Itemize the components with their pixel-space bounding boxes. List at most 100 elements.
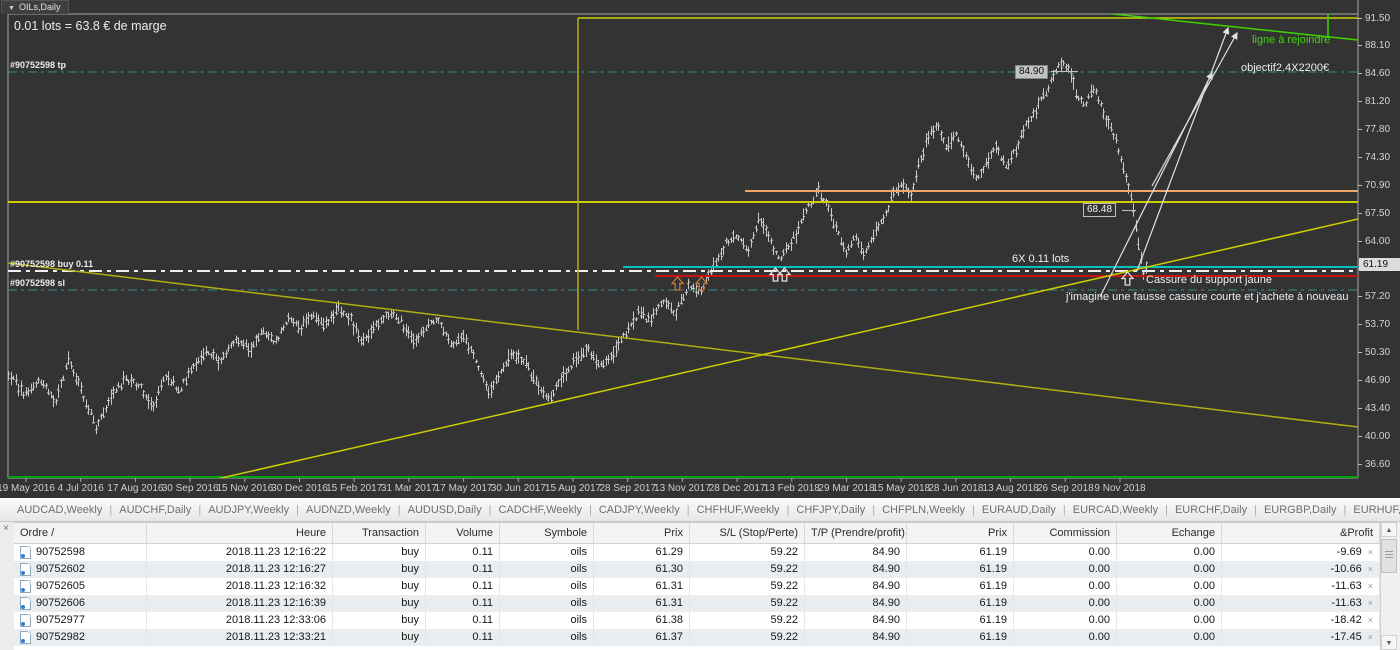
date-tick-label: 15 Nov 2016: [216, 483, 274, 494]
table-scrollbar[interactable]: ▲ ▼: [1380, 522, 1398, 650]
symbol-tab-eurchf[interactable]: EURCHF,Daily: [1174, 503, 1248, 516]
date-tick-label: 4 Jul 2016: [57, 483, 104, 494]
column-header-prix[interactable]: Prix: [594, 523, 690, 543]
chart-line-green-target-trendline[interactable]: [1000, 2, 1358, 41]
close-icon[interactable]: ×: [3, 523, 9, 534]
date-tick-label: 29 Mar 2018: [818, 483, 875, 494]
symbol-tab-cadchf[interactable]: CADCHF,Weekly: [498, 503, 582, 516]
chart-symbol-tab[interactable]: ▼ OILs,Daily: [1, 0, 70, 14]
symbol-tab-chfjpy[interactable]: CHFJPY,Daily: [796, 503, 866, 516]
cell-prix2: 61.19: [907, 561, 1014, 578]
cell-volume: 0.11: [426, 595, 500, 612]
tab-separator: |: [686, 503, 690, 516]
date-tick-label: 28 Sep 2017: [599, 483, 657, 494]
column-header-echange[interactable]: Echange: [1117, 523, 1222, 543]
tp-order-label[interactable]: #90752598 tp: [10, 60, 67, 70]
profit-value: -11.63: [1331, 580, 1362, 592]
symbol-tab-cadjpy[interactable]: CADJPY,Weekly: [598, 503, 680, 516]
cell-tp: 84.90: [805, 561, 907, 578]
tab-separator: |: [198, 503, 202, 516]
column-header-s-l-stop-perte[interactable]: S/L (Stop/Perte): [690, 523, 805, 543]
cell-volume: 0.11: [426, 561, 500, 578]
symbol-tab-euraud[interactable]: EURAUD,Daily: [981, 503, 1056, 516]
price-tag-support[interactable]: 68.48: [1083, 203, 1117, 217]
cell-tp: 84.90: [805, 544, 907, 561]
column-header-symbole[interactable]: Symbole: [500, 523, 594, 543]
cell-prix2: 61.19: [907, 578, 1014, 595]
cell-echange: 0.00: [1117, 544, 1222, 561]
cell-commission: 0.00: [1014, 544, 1117, 561]
table-row[interactable]: 90752977 2018.11.23 12:33:06 buy 0.11 oils 61…: [14, 612, 1380, 629]
cell-echange: 0.00: [1117, 561, 1222, 578]
column-header-heure[interactable]: Heure: [147, 523, 333, 543]
cell-symbole: oils: [500, 612, 594, 629]
chart-panel: ▼ OILs,Daily 0.01 lots = 63.8 € de marge …: [0, 0, 1400, 498]
buy-arrow-icon: [670, 275, 685, 291]
close-order-icon[interactable]: ×: [1367, 615, 1373, 625]
close-order-icon[interactable]: ×: [1367, 598, 1373, 608]
table-row[interactable]: 90752982 2018.11.23 12:33:21 buy 0.11 oils 61…: [14, 629, 1380, 646]
close-order-icon[interactable]: ×: [1367, 581, 1373, 591]
chart-line-yellow-descending-trendline[interactable]: [0, 262, 1358, 428]
buy-order-label[interactable]: #90752598 buy 0.11: [10, 259, 94, 269]
symbol-tab-audnzd[interactable]: AUDNZD,Weekly: [305, 503, 391, 516]
table-row[interactable]: 90752605 2018.11.23 12:16:32 buy 0.11 oils 61…: [14, 578, 1380, 595]
cell-heure: 2018.11.23 12:16:39: [147, 595, 333, 612]
cell-profit: -11.63 ×: [1222, 578, 1380, 595]
column-header-transaction[interactable]: Transaction: [333, 523, 426, 543]
symbol-tab-chfpln[interactable]: CHFPLN,Weekly: [882, 503, 966, 516]
tab-separator: |: [488, 503, 492, 516]
scroll-down-icon[interactable]: ▼: [1381, 635, 1397, 650]
date-tick-label: 19 May 2016: [0, 483, 55, 494]
symbol-tab-audcad[interactable]: AUDCAD,Weekly: [17, 503, 103, 516]
symbol-tab-eurcad[interactable]: EURCAD,Weekly: [1072, 503, 1159, 516]
cell-heure: 2018.11.23 12:16:32: [147, 578, 333, 595]
close-order-icon[interactable]: ×: [1367, 564, 1373, 574]
symbol-tab-audusd[interactable]: AUDUSD,Daily: [407, 503, 482, 516]
cell-prix2: 61.19: [907, 544, 1014, 561]
date-tick-label: 17 Aug 2016: [107, 483, 164, 494]
tab-separator: |: [786, 503, 790, 516]
current-price-chip: 61.19: [1359, 258, 1400, 271]
price-bars: [8, 57, 1149, 435]
tab-separator: |: [872, 503, 876, 516]
price-tick-label: 57.20: [1358, 291, 1390, 302]
column-header-volume[interactable]: Volume: [426, 523, 500, 543]
sl-order-label[interactable]: #90752598 sl: [10, 278, 66, 288]
price-tag-tp[interactable]: 84.90: [1015, 65, 1049, 79]
scrollbar-thumb[interactable]: [1381, 539, 1397, 573]
order-id: 90752606: [36, 597, 85, 609]
date-tick-label: 31 Mar 2017: [380, 483, 437, 494]
cell-ordre: 90752982: [14, 629, 147, 646]
order-document-icon: [20, 597, 31, 610]
projection-arrow-2[interactable]: [1099, 71, 1213, 298]
column-header-profit[interactable]: &Profit: [1222, 523, 1380, 543]
projection-arrow-1[interactable]: [1136, 26, 1230, 272]
tab-separator: |: [397, 503, 401, 516]
column-header-ordre[interactable]: Ordre /: [14, 523, 147, 543]
close-order-icon[interactable]: ×: [1367, 632, 1373, 642]
column-header-commission[interactable]: Commission: [1014, 523, 1117, 543]
cell-symbole: oils: [500, 595, 594, 612]
symbol-tab-chfhuf[interactable]: CHFHUF,Weekly: [696, 503, 780, 516]
cell-sl: 59.22: [690, 612, 805, 629]
table-row[interactable]: 90752598 2018.11.23 12:16:22 buy 0.11 oils 61…: [14, 544, 1380, 561]
cell-profit: -11.63 ×: [1222, 595, 1380, 612]
symbol-tab-eurgbp[interactable]: EURGBP,Daily: [1263, 503, 1337, 516]
symbol-tab-audchf[interactable]: AUDCHF,Daily: [119, 503, 192, 516]
symbol-tab-eurhuf[interactable]: EURHUF,Weekly: [1353, 503, 1400, 516]
symbol-tab-audjpy[interactable]: AUDJPY,Weekly: [208, 503, 290, 516]
table-row[interactable]: 90752606 2018.11.23 12:16:39 buy 0.11 oils 61…: [14, 595, 1380, 612]
column-header-prix[interactable]: Prix: [907, 523, 1014, 543]
close-order-icon[interactable]: ×: [1367, 547, 1373, 557]
scroll-up-icon[interactable]: ▲: [1381, 522, 1397, 537]
note-cassure: Cassure du support jaune: [1146, 274, 1272, 286]
chart-line-yellow-ascending-trendline[interactable]: [160, 218, 1358, 492]
order-id: 90752605: [36, 580, 85, 592]
price-tick-label: 36.60: [1358, 459, 1390, 470]
projection-arrow-3[interactable]: [1151, 31, 1238, 187]
table-row[interactable]: 90752602 2018.11.23 12:16:27 buy 0.11 oils 61…: [14, 561, 1380, 578]
column-header-t-p-prendre-profit[interactable]: T/P (Prendre/profit): [805, 523, 907, 543]
price-tick-label: 43.40: [1358, 403, 1390, 414]
